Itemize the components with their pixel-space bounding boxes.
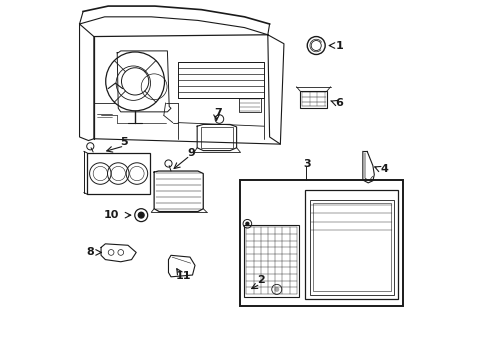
Bar <box>178 62 264 98</box>
Text: 7: 7 <box>214 108 222 118</box>
Bar <box>309 200 393 295</box>
Text: 4: 4 <box>379 164 387 174</box>
Circle shape <box>244 222 249 226</box>
Bar <box>87 153 150 194</box>
Text: 10: 10 <box>104 210 119 220</box>
Bar <box>201 127 233 148</box>
Bar <box>240 180 403 306</box>
Text: 6: 6 <box>334 98 342 108</box>
Circle shape <box>138 212 144 218</box>
Text: 8: 8 <box>86 247 94 257</box>
Bar <box>305 190 397 299</box>
Text: 9: 9 <box>187 148 195 158</box>
Bar <box>244 225 299 297</box>
Bar <box>300 91 326 108</box>
Bar <box>239 98 260 112</box>
Bar <box>312 203 390 291</box>
Text: 3: 3 <box>303 159 311 169</box>
Text: 5: 5 <box>120 138 127 147</box>
Circle shape <box>274 287 279 292</box>
Text: 2: 2 <box>257 275 264 285</box>
Text: 1: 1 <box>335 41 343 50</box>
Text: 11: 11 <box>175 271 191 281</box>
